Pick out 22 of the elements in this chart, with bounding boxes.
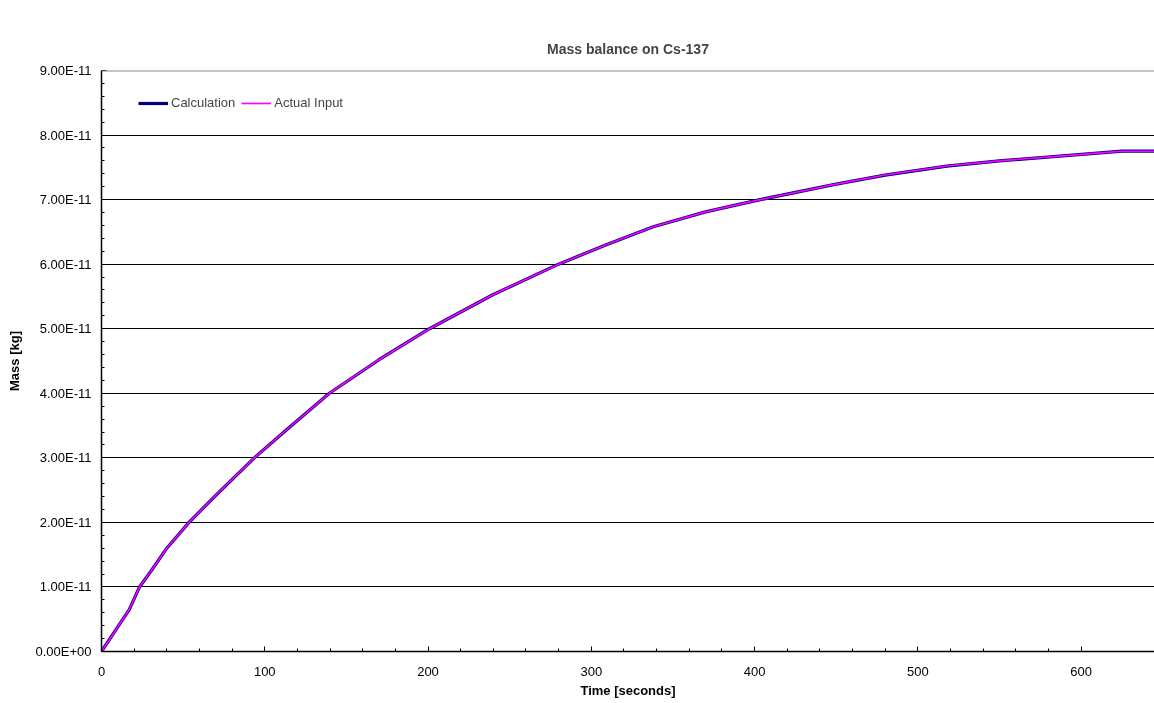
y-tick-label: 1.00E-11 xyxy=(39,579,92,595)
y-tick-label: 9.00E-11 xyxy=(39,63,92,78)
x-tick-label: 300 xyxy=(580,663,603,679)
x-tick-label: 600 xyxy=(1070,663,1092,679)
legend-label: Actual Input xyxy=(274,95,343,110)
y-axis-title: Mass [kg] xyxy=(7,331,23,391)
x-tick-label: 200 xyxy=(417,663,439,679)
y-tick-label: 2.00E-11 xyxy=(39,514,92,530)
y-tick-label: 4.00E-11 xyxy=(39,385,92,401)
legend-label: Calculation xyxy=(171,95,236,110)
y-tick-label: 0.00E+00 xyxy=(35,644,92,659)
x-tick-label: 0 xyxy=(97,663,106,679)
x-tick-label: 500 xyxy=(906,663,929,679)
x-tick-label: 100 xyxy=(253,663,276,679)
y-tick-label: 6.00E-11 xyxy=(39,256,92,272)
chart-title: Mass balance on Cs-137 xyxy=(547,41,710,57)
y-tick-label: 7.00E-11 xyxy=(39,192,92,208)
y-tick-label: 5.00E-11 xyxy=(39,321,92,337)
x-tick-label: 400 xyxy=(743,663,766,679)
x-axis-title: Time [seconds] xyxy=(580,682,676,698)
y-tick-label: 3.00E-11 xyxy=(39,450,92,466)
y-tick-label: 8.00E-11 xyxy=(39,127,92,143)
